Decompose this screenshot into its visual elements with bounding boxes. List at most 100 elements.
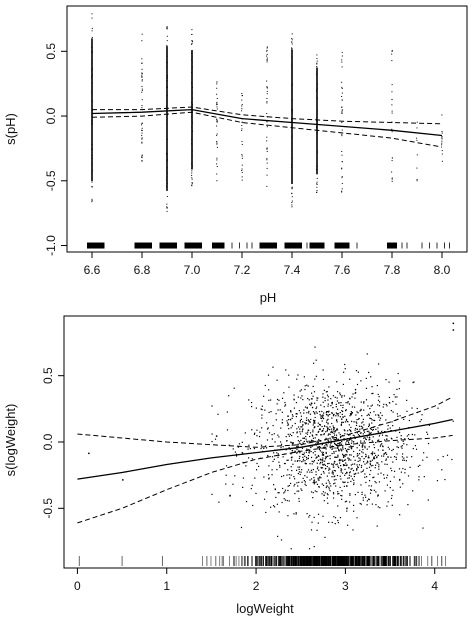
residual-point bbox=[343, 456, 345, 459]
residual-point bbox=[345, 449, 348, 451]
residual-point bbox=[166, 172, 168, 174]
residual-point bbox=[191, 121, 193, 123]
residual-point bbox=[323, 433, 325, 435]
residual-point bbox=[370, 489, 373, 491]
residual-point bbox=[341, 112, 343, 114]
residual-point bbox=[391, 91, 393, 93]
residual-point bbox=[299, 466, 301, 468]
residual-point bbox=[325, 457, 327, 459]
residual-point bbox=[344, 430, 346, 432]
residual-point bbox=[241, 140, 243, 142]
residual-point bbox=[303, 452, 305, 454]
residual-point bbox=[307, 454, 310, 457]
residual-point bbox=[280, 475, 283, 478]
residual-point bbox=[316, 397, 318, 399]
residual-point bbox=[278, 461, 280, 463]
residual-point bbox=[284, 405, 286, 407]
residual-point bbox=[321, 443, 323, 446]
residual-point bbox=[166, 182, 168, 184]
residual-point bbox=[264, 384, 266, 387]
residual-point bbox=[216, 125, 218, 127]
residual-point bbox=[305, 456, 308, 459]
residual-point bbox=[348, 458, 350, 460]
residual-point bbox=[293, 513, 295, 515]
residual-point bbox=[339, 442, 341, 444]
residual-point bbox=[288, 484, 291, 487]
residual-point bbox=[316, 456, 318, 458]
residual-point bbox=[91, 200, 93, 202]
residual-point bbox=[166, 86, 168, 88]
residual-point bbox=[211, 440, 213, 443]
residual-point bbox=[166, 26, 168, 28]
residual-point bbox=[302, 421, 304, 423]
residual-point bbox=[399, 380, 401, 382]
logweight-y-tick-label: -0.5 bbox=[41, 498, 55, 519]
residual-point bbox=[297, 374, 299, 376]
residual-point bbox=[166, 176, 168, 178]
residual-point bbox=[380, 444, 382, 446]
residual-point bbox=[334, 470, 336, 472]
residual-point bbox=[270, 399, 272, 401]
residual-point bbox=[141, 62, 143, 64]
residual-point bbox=[268, 465, 270, 467]
residual-point bbox=[291, 192, 293, 194]
residual-point bbox=[349, 398, 351, 400]
residual-point bbox=[381, 430, 383, 432]
residual-point bbox=[91, 69, 93, 71]
residual-point bbox=[372, 451, 374, 453]
residual-point bbox=[348, 403, 351, 405]
residual-point bbox=[317, 441, 319, 443]
residual-point bbox=[191, 177, 193, 179]
residual-point bbox=[325, 482, 327, 484]
residual-point bbox=[354, 494, 356, 496]
residual-point bbox=[362, 469, 365, 471]
residual-point bbox=[327, 462, 329, 465]
residual-point bbox=[291, 37, 293, 39]
residual-point bbox=[341, 66, 343, 68]
residual-point bbox=[287, 418, 290, 421]
residual-point bbox=[364, 494, 366, 496]
residual-point bbox=[299, 455, 301, 458]
residual-point bbox=[325, 443, 327, 446]
residual-point bbox=[191, 110, 193, 112]
residual-point bbox=[216, 121, 218, 123]
residual-point bbox=[371, 422, 373, 424]
residual-point bbox=[316, 139, 318, 141]
residual-point bbox=[191, 126, 193, 128]
residual-point bbox=[334, 443, 337, 445]
residual-point bbox=[284, 499, 287, 501]
residual-point bbox=[166, 51, 168, 53]
residual-point bbox=[344, 474, 346, 476]
residual-point bbox=[91, 78, 93, 80]
residual-point bbox=[362, 444, 364, 446]
ph-x-tick-label: 7.8 bbox=[384, 263, 401, 277]
residual-point bbox=[166, 66, 168, 68]
residual-point bbox=[436, 480, 439, 482]
residual-point bbox=[333, 413, 335, 416]
residual-point bbox=[333, 428, 335, 431]
residual-point bbox=[340, 424, 342, 426]
residual-point bbox=[286, 440, 288, 442]
residual-point bbox=[316, 62, 318, 64]
residual-point bbox=[302, 437, 304, 439]
residual-point bbox=[291, 100, 293, 102]
residual-point bbox=[141, 91, 143, 93]
residual-point bbox=[413, 381, 415, 383]
residual-point bbox=[256, 462, 258, 465]
residual-point bbox=[369, 412, 372, 414]
residual-point bbox=[294, 450, 296, 452]
residual-point bbox=[312, 424, 314, 426]
residual-point bbox=[358, 425, 361, 427]
residual-point bbox=[408, 419, 410, 422]
residual-point bbox=[304, 463, 307, 465]
residual-point bbox=[370, 465, 373, 467]
residual-point bbox=[399, 514, 401, 516]
residual-point bbox=[391, 494, 393, 497]
residual-point bbox=[301, 461, 303, 463]
residual-point bbox=[353, 475, 355, 478]
residual-point bbox=[325, 421, 328, 423]
residual-point bbox=[276, 452, 278, 454]
residual-point bbox=[141, 129, 143, 131]
residual-point bbox=[316, 177, 318, 179]
residual-point bbox=[266, 147, 268, 149]
